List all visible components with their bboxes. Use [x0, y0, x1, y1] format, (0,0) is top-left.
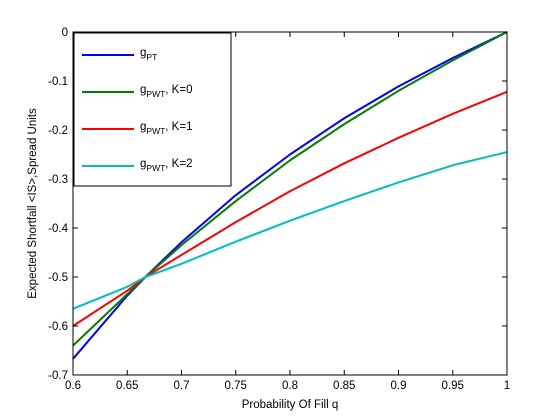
x-tick-label: 0.75 [225, 380, 247, 392]
y-tick-label: -0.6 [48, 321, 68, 333]
x-tick-label: 1 [504, 380, 510, 392]
y-tick-label: -0.3 [48, 174, 68, 186]
x-tick-label: 0.95 [442, 380, 464, 392]
legend-entry-1: gPWT, K=0 [140, 84, 192, 99]
series-line-2 [72, 90, 508, 327]
y-axis-label: Expected Shortfall <IS>,Spread Units [27, 108, 39, 299]
legend-entry-2: gPWT, K=1 [140, 121, 192, 136]
x-tick-label: 0.6 [65, 380, 81, 392]
y-tick-label: -0.4 [48, 223, 68, 235]
legend-entry-0: gPT [140, 47, 157, 62]
legend: gPT gPWT, K=0 gPWT, K=1 gPWT, K=2 [73, 32, 232, 187]
y-tick-label: 0 [62, 27, 68, 39]
series-lines [72, 31, 508, 360]
x-axis-label: Probability Of Fill q [242, 399, 339, 411]
x-tick-label: 0.65 [116, 380, 138, 392]
y-tick-label: -0.1 [48, 76, 68, 88]
y-tick-label: -0.5 [48, 272, 68, 284]
legend-entry-3: gPWT, K=2 [140, 158, 192, 173]
x-tick-label: 0.7 [174, 380, 190, 392]
series-line-1 [72, 31, 508, 347]
series-line-3 [72, 151, 508, 310]
y-tick-label: -0.2 [48, 125, 68, 137]
y-tick-label: -0.7 [48, 370, 68, 382]
legend-box [73, 32, 232, 187]
axis-ticks: 0.6 0.65 0.7 0.75 0.8 0.85 0.9 0.95 1 0 -0.1 -0.2 -0… [48, 27, 510, 392]
x-tick-label: 0.8 [282, 380, 298, 392]
x-tick-label: 0.9 [391, 380, 407, 392]
x-tick-label: 0.85 [333, 380, 355, 392]
